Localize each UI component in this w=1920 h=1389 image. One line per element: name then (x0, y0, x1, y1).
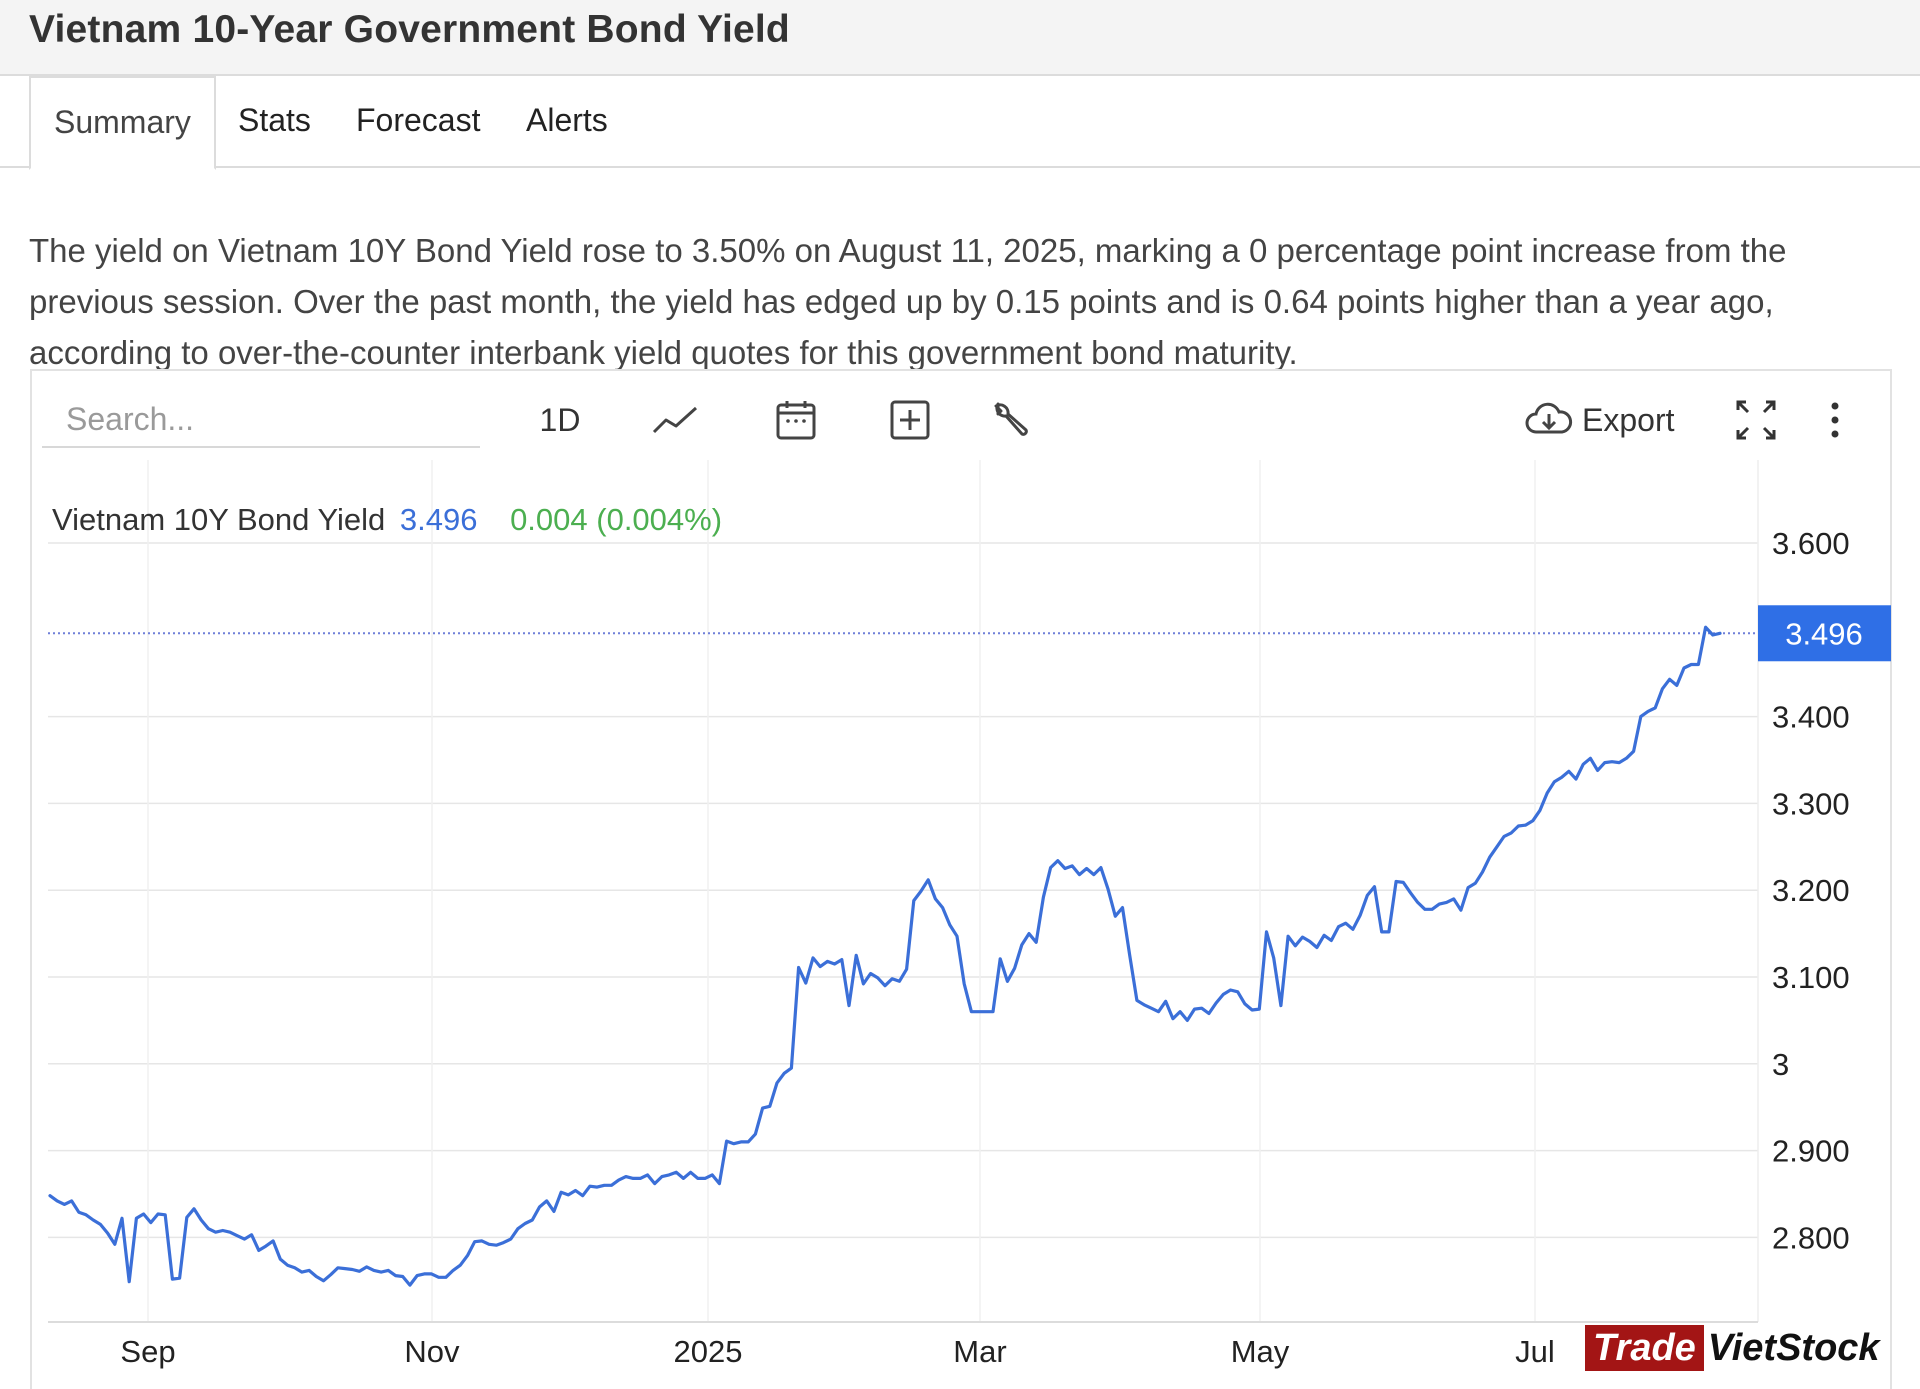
calendar-icon (776, 401, 816, 440)
watermark-trade: Trade (1585, 1325, 1704, 1371)
settings-tool-button[interactable] (988, 392, 1036, 448)
x-tick-label: Nov (404, 1334, 460, 1369)
x-tick-label: May (1231, 1334, 1290, 1369)
fullscreen-icon (1736, 400, 1776, 440)
y-tick-label: 3 (1772, 1047, 1789, 1082)
y-tick-label: 3.600 (1772, 526, 1850, 561)
x-tick-label: Sep (120, 1334, 175, 1369)
last-value-label: 3.496 (1785, 616, 1863, 651)
y-axis: 3.600 3.400 3.300 3.200 3.100 3 2.900 2.800 (1757, 460, 1850, 1322)
last-value-badge: 3.496 (1758, 605, 1891, 662)
y-tick-label: 3.400 (1772, 700, 1850, 735)
x-tick-label: Mar (953, 1334, 1006, 1369)
chart-panel (30, 369, 1892, 1389)
y-tick-label: 3.100 (1772, 960, 1850, 995)
grid-lines (48, 460, 1758, 1322)
legend-value: 3.496 (399, 502, 478, 537)
tab-stats[interactable]: Stats (238, 102, 311, 138)
chart-type-button[interactable] (650, 392, 700, 448)
tab-bar: Summary Stats Forecast Alerts (0, 76, 1920, 170)
interval-label: 1D (539, 401, 581, 438)
more-options-button[interactable] (1820, 392, 1850, 448)
tab-forecast[interactable]: Forecast (356, 102, 481, 138)
x-tick-label: 2025 (674, 1334, 743, 1369)
date-range-button[interactable] (772, 392, 820, 448)
legend-series-name: Vietnam 10Y Bond Yield (52, 502, 386, 537)
x-tick-label: Jul (1515, 1334, 1555, 1369)
page-header: Vietnam 10-Year Government Bond Yield (0, 0, 1920, 76)
series-line-yield[interactable] (48, 625, 1722, 1287)
legend-change: 0.004 (0.004%) (510, 502, 723, 537)
y-tick-label: 3.200 (1772, 873, 1850, 908)
x-axis: Sep Nov 2025 Mar May Jul (48, 1321, 1758, 1369)
more-vertical-icon (1831, 402, 1839, 438)
page-title: Vietnam 10-Year Government Bond Yield (29, 8, 790, 51)
summary-paragraph: The yield on Vietnam 10Y Bond Yield rose… (29, 232, 1787, 371)
line-chart-icon (652, 406, 698, 434)
export-button[interactable]: Export (1524, 392, 1684, 448)
export-label: Export (1582, 401, 1675, 438)
y-tick-label: 3.300 (1772, 786, 1850, 821)
watermark-vietstock: VietStock (1707, 1326, 1880, 1369)
wrench-icon (994, 402, 1028, 436)
interval-1d-button[interactable]: 1D (530, 392, 590, 448)
chart-legend: Vietnam 10Y Bond Yield 3.496 0.004 (0.00… (52, 502, 722, 538)
y-tick-label: 2.800 (1772, 1220, 1850, 1255)
search-input[interactable] (42, 392, 480, 448)
plus-box-icon (890, 400, 930, 440)
y-tick-label: 2.900 (1772, 1134, 1850, 1169)
tab-alerts[interactable]: Alerts (526, 102, 608, 138)
add-indicator-button[interactable] (886, 392, 934, 448)
tab-summary[interactable]: Summary (29, 76, 216, 170)
tradevietstock-watermark: Trade VietStock (1585, 1323, 1880, 1373)
cloud-download-icon (1525, 402, 1573, 434)
fullscreen-button[interactable] (1732, 392, 1780, 448)
